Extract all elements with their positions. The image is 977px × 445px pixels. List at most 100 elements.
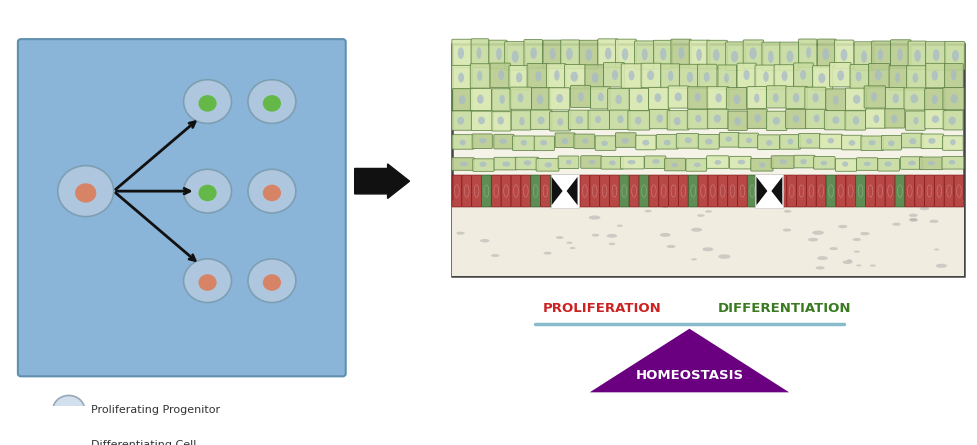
FancyBboxPatch shape: [865, 109, 885, 128]
FancyBboxPatch shape: [797, 134, 820, 148]
Ellipse shape: [606, 234, 616, 238]
FancyBboxPatch shape: [649, 175, 658, 207]
FancyBboxPatch shape: [535, 158, 559, 171]
Ellipse shape: [737, 160, 744, 165]
FancyBboxPatch shape: [934, 175, 943, 207]
FancyBboxPatch shape: [942, 88, 963, 110]
Ellipse shape: [615, 95, 621, 104]
FancyBboxPatch shape: [451, 158, 474, 170]
FancyBboxPatch shape: [644, 156, 665, 169]
FancyBboxPatch shape: [706, 109, 727, 129]
Ellipse shape: [684, 138, 691, 143]
Ellipse shape: [730, 51, 738, 62]
Ellipse shape: [495, 48, 501, 60]
FancyBboxPatch shape: [688, 175, 698, 207]
Ellipse shape: [703, 72, 709, 82]
FancyBboxPatch shape: [638, 175, 648, 207]
FancyBboxPatch shape: [451, 200, 963, 276]
Ellipse shape: [853, 251, 859, 253]
FancyBboxPatch shape: [719, 133, 739, 147]
Ellipse shape: [536, 117, 544, 124]
FancyBboxPatch shape: [512, 136, 534, 150]
Ellipse shape: [931, 70, 937, 81]
Ellipse shape: [951, 50, 957, 62]
FancyBboxPatch shape: [855, 175, 865, 207]
Ellipse shape: [855, 264, 861, 267]
FancyBboxPatch shape: [824, 110, 845, 130]
Circle shape: [248, 169, 296, 213]
FancyBboxPatch shape: [906, 66, 925, 90]
FancyBboxPatch shape: [918, 157, 942, 170]
FancyBboxPatch shape: [874, 175, 884, 207]
Ellipse shape: [779, 159, 786, 164]
FancyBboxPatch shape: [756, 175, 766, 207]
FancyBboxPatch shape: [531, 88, 550, 110]
FancyBboxPatch shape: [844, 111, 865, 130]
FancyBboxPatch shape: [865, 175, 874, 207]
Ellipse shape: [456, 117, 464, 125]
FancyBboxPatch shape: [743, 40, 763, 69]
Ellipse shape: [812, 93, 818, 102]
Ellipse shape: [457, 47, 463, 59]
FancyBboxPatch shape: [560, 175, 570, 207]
Ellipse shape: [566, 48, 573, 60]
Ellipse shape: [868, 140, 874, 146]
FancyBboxPatch shape: [515, 157, 538, 170]
Ellipse shape: [734, 117, 741, 125]
Ellipse shape: [758, 162, 765, 167]
FancyBboxPatch shape: [849, 65, 869, 89]
Ellipse shape: [459, 162, 467, 166]
FancyBboxPatch shape: [531, 175, 540, 207]
FancyBboxPatch shape: [944, 175, 953, 207]
FancyBboxPatch shape: [451, 44, 963, 276]
Circle shape: [184, 259, 232, 303]
FancyBboxPatch shape: [524, 40, 542, 68]
FancyBboxPatch shape: [521, 175, 531, 207]
FancyBboxPatch shape: [656, 134, 678, 149]
Ellipse shape: [841, 162, 847, 167]
FancyBboxPatch shape: [615, 39, 636, 68]
FancyBboxPatch shape: [844, 88, 866, 110]
FancyBboxPatch shape: [766, 111, 786, 130]
Ellipse shape: [691, 258, 697, 260]
FancyBboxPatch shape: [923, 175, 933, 207]
FancyBboxPatch shape: [570, 85, 590, 108]
FancyBboxPatch shape: [737, 63, 755, 88]
Ellipse shape: [831, 116, 838, 124]
FancyBboxPatch shape: [488, 40, 507, 69]
FancyBboxPatch shape: [786, 175, 795, 207]
FancyBboxPatch shape: [796, 175, 805, 207]
FancyBboxPatch shape: [648, 87, 667, 109]
Ellipse shape: [840, 49, 846, 61]
Ellipse shape: [476, 47, 481, 59]
Circle shape: [263, 274, 280, 291]
FancyBboxPatch shape: [813, 157, 834, 169]
Ellipse shape: [490, 254, 499, 257]
FancyBboxPatch shape: [675, 134, 698, 148]
FancyBboxPatch shape: [451, 65, 472, 90]
Ellipse shape: [519, 117, 525, 125]
Circle shape: [248, 259, 296, 303]
Ellipse shape: [480, 239, 489, 243]
FancyBboxPatch shape: [750, 158, 772, 171]
FancyBboxPatch shape: [754, 174, 783, 208]
Circle shape: [53, 430, 85, 445]
Ellipse shape: [670, 163, 677, 167]
FancyBboxPatch shape: [754, 65, 774, 89]
FancyBboxPatch shape: [570, 175, 579, 207]
FancyBboxPatch shape: [618, 175, 628, 207]
FancyBboxPatch shape: [904, 175, 913, 207]
Ellipse shape: [479, 162, 487, 167]
FancyBboxPatch shape: [504, 42, 525, 70]
Circle shape: [184, 80, 232, 123]
Ellipse shape: [792, 93, 798, 103]
Ellipse shape: [585, 49, 592, 61]
FancyBboxPatch shape: [599, 175, 609, 207]
Ellipse shape: [910, 94, 917, 103]
Ellipse shape: [782, 229, 790, 231]
Ellipse shape: [634, 117, 641, 125]
Circle shape: [263, 95, 280, 112]
Text: Differentiating Cell: Differentiating Cell: [91, 440, 195, 445]
Ellipse shape: [872, 115, 878, 123]
FancyBboxPatch shape: [620, 64, 642, 88]
